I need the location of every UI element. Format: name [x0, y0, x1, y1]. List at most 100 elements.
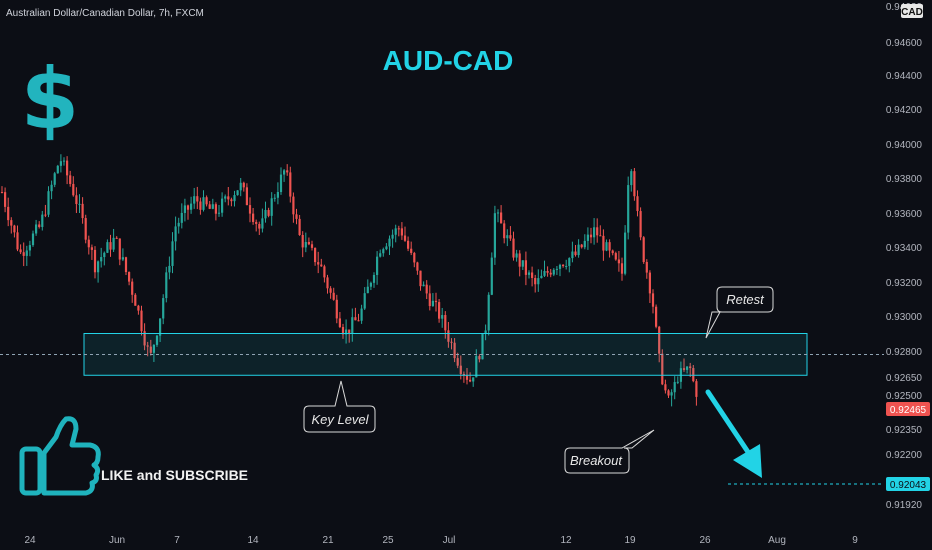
candle-body	[614, 253, 617, 260]
candle-body	[177, 222, 180, 227]
candle-body	[180, 212, 183, 223]
breakout-callout[interactable]: Breakout	[564, 429, 655, 474]
candle-body	[273, 197, 276, 199]
candle-body	[558, 264, 562, 269]
candle-body	[25, 250, 28, 256]
candle-body	[431, 300, 434, 307]
time-tick-label: Aug	[768, 535, 786, 546]
price-tick-label: 0.92650	[886, 373, 923, 384]
candle-body	[289, 172, 292, 197]
candle-body	[69, 175, 72, 184]
candle-body	[351, 317, 354, 334]
candle-body	[469, 379, 472, 382]
candle-body	[651, 293, 655, 307]
retest-label: Retest	[726, 292, 765, 307]
candle-body	[118, 238, 121, 260]
time-tick-label: 21	[322, 535, 334, 546]
candle-body	[447, 330, 450, 342]
candle-body	[242, 182, 245, 188]
thumbs-up-icon	[19, 416, 101, 496]
price-tick-label: 0.93000	[886, 312, 923, 323]
candle-body	[199, 201, 202, 210]
candle-body	[531, 272, 534, 278]
candle-body	[636, 196, 639, 212]
candle-body	[580, 244, 583, 248]
candle-body	[155, 335, 159, 345]
candle-body	[602, 235, 605, 251]
candle-body	[279, 174, 283, 193]
candle-body	[22, 252, 25, 256]
candle-body	[642, 237, 645, 262]
candle-body	[428, 293, 431, 307]
price-tick-label: 0.92500	[886, 391, 923, 402]
price-tick-label: 0.94400	[886, 71, 923, 82]
price-tick-label: 0.93600	[886, 209, 923, 220]
candle-body	[106, 242, 109, 253]
candle-body	[391, 234, 394, 239]
candle-body	[72, 183, 75, 196]
time-tick-label: 26	[699, 535, 711, 546]
candle-body	[695, 381, 698, 397]
candle-body	[540, 275, 543, 279]
target-price-label: 0.92043	[890, 480, 927, 491]
candle-body	[121, 257, 124, 260]
candle-body	[224, 196, 227, 199]
candle-body	[100, 257, 103, 262]
candle-body	[586, 234, 589, 241]
candle-body	[459, 365, 462, 374]
candle-body	[686, 366, 689, 370]
candle-body	[214, 204, 217, 214]
candle-body	[379, 253, 382, 257]
candle-body	[627, 185, 630, 233]
candle-body	[171, 241, 174, 266]
current-price-label: 0.92465	[890, 405, 927, 416]
candle-body	[500, 212, 503, 224]
candle-body	[413, 252, 416, 263]
price-tick-label: 0.94200	[886, 105, 923, 116]
candle-body	[571, 251, 574, 259]
like-subscribe-text: LIKE and SUBSCRIBE	[101, 467, 248, 483]
key-level-callout[interactable]: Key Level	[303, 380, 376, 433]
candle-body	[62, 160, 66, 162]
candle-body	[434, 300, 438, 303]
candle-body	[620, 263, 624, 274]
candle-body	[648, 272, 651, 294]
retest-callout[interactable]: Retest	[705, 286, 774, 339]
currency-badge[interactable]: CAD	[901, 4, 923, 18]
candle-body	[208, 204, 211, 209]
candle-body	[617, 259, 620, 264]
candle-body	[90, 247, 93, 250]
time-axis[interactable]: 24 Jun 7 14 21 25 Jul 12 19 26 Aug 9	[24, 535, 858, 546]
candle-body	[655, 306, 658, 327]
candle-body	[335, 299, 338, 319]
candle-body	[4, 192, 7, 207]
time-tick-label: 25	[382, 535, 394, 546]
price-tick-label: 0.92800	[886, 347, 923, 358]
candle-body	[19, 249, 22, 253]
candle-body	[496, 212, 500, 214]
candle-body	[13, 225, 16, 233]
candle-body	[230, 199, 233, 202]
candle-body	[38, 224, 41, 227]
candle-body	[348, 329, 351, 334]
candle-body	[596, 227, 599, 236]
target-price-tag: 0.92043	[886, 477, 930, 491]
candle-body	[31, 233, 35, 246]
candle-body	[509, 235, 512, 239]
candle-body	[165, 272, 168, 299]
candle-body	[366, 286, 369, 294]
candle-body	[84, 218, 87, 240]
candle-body	[478, 356, 481, 360]
candle-body	[453, 342, 456, 359]
candle-body	[403, 235, 407, 241]
candle-body	[568, 258, 571, 266]
candle-body	[611, 250, 614, 254]
key-level-label: Key Level	[311, 412, 369, 427]
time-tick-label: 9	[852, 535, 858, 546]
price-tick-label: 0.91920	[886, 500, 923, 511]
candle-body	[87, 239, 90, 248]
candle-body	[323, 266, 326, 278]
candle-body	[608, 242, 611, 251]
candle-body	[537, 278, 540, 285]
